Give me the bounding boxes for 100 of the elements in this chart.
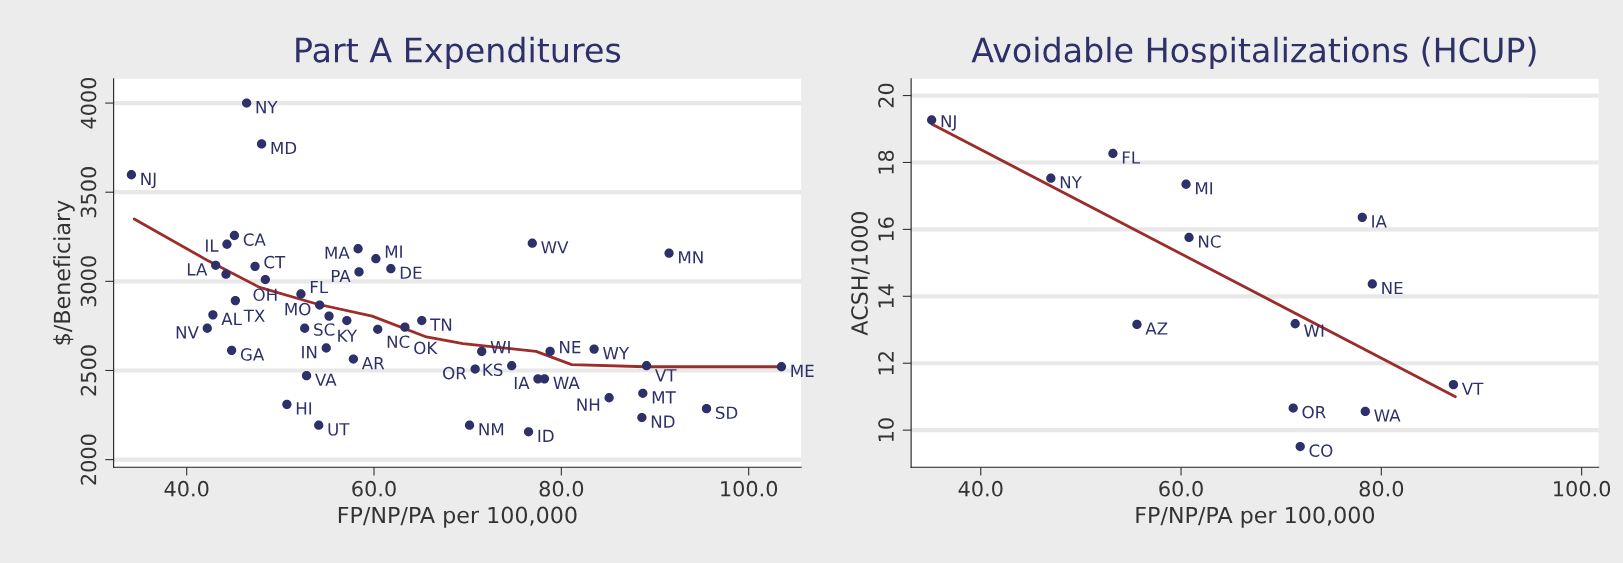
chart-title: Avoidable Hospitalizations (HCUP) bbox=[971, 36, 1536, 70]
point bbox=[241, 98, 252, 108]
data-label: LA bbox=[187, 263, 208, 276]
point bbox=[701, 403, 712, 414]
point bbox=[260, 274, 271, 285]
point bbox=[1367, 279, 1377, 289]
data-label: NC bbox=[387, 335, 410, 349]
data-label: OR bbox=[443, 366, 467, 380]
data-label: FL bbox=[310, 280, 329, 294]
point bbox=[230, 295, 241, 306]
data-label: WV bbox=[541, 241, 569, 254]
point bbox=[589, 344, 599, 354]
y-tick-label: 20 bbox=[878, 83, 894, 108]
point bbox=[282, 399, 292, 410]
point bbox=[1288, 403, 1298, 413]
point bbox=[470, 364, 480, 374]
point bbox=[464, 420, 475, 430]
data-label: WY bbox=[603, 347, 630, 360]
data-label: WA bbox=[553, 376, 580, 390]
data-label: VA bbox=[315, 373, 337, 386]
y-tick-label: 10 bbox=[878, 418, 894, 442]
point bbox=[604, 393, 614, 403]
point bbox=[250, 261, 260, 272]
x-tick-label: 100.0 bbox=[721, 480, 778, 497]
data-label: MN bbox=[679, 251, 703, 264]
y-tick-label: 12 bbox=[878, 352, 894, 375]
point bbox=[126, 170, 137, 180]
data-label: NE bbox=[1382, 281, 1403, 295]
data-label: IA bbox=[514, 376, 530, 390]
data-label: MI bbox=[385, 245, 402, 258]
chart-title: Part A Expenditures bbox=[296, 36, 621, 70]
data-label: MI bbox=[1196, 182, 1213, 195]
point bbox=[256, 139, 267, 149]
x-axis-title: FP/NP/PA per 100,000 bbox=[338, 506, 577, 528]
data-label: TN bbox=[430, 318, 452, 331]
point bbox=[301, 371, 312, 381]
y-tick-label: 2500 bbox=[80, 345, 97, 396]
point bbox=[314, 420, 324, 430]
data-label: UT bbox=[328, 423, 350, 436]
point bbox=[342, 315, 352, 326]
data-label: CA bbox=[243, 233, 266, 246]
point bbox=[226, 345, 237, 355]
y-axis-title: ACSH/1000 bbox=[851, 211, 870, 336]
x-tick-label: 40.0 bbox=[958, 480, 1003, 497]
data-label: GA bbox=[240, 348, 265, 361]
point bbox=[641, 361, 652, 371]
point bbox=[386, 264, 396, 274]
data-label: SC bbox=[314, 323, 335, 336]
x-axis-title: FP/NP/PA per 100,000 bbox=[1136, 506, 1375, 528]
point bbox=[477, 346, 487, 357]
data-label: OR bbox=[1302, 405, 1326, 419]
point bbox=[637, 412, 647, 423]
data-label: MT bbox=[652, 391, 676, 404]
data-label: VT bbox=[1461, 382, 1484, 395]
point bbox=[300, 323, 310, 333]
point bbox=[371, 254, 381, 264]
point bbox=[638, 388, 648, 398]
data-label: NC bbox=[1199, 235, 1221, 248]
x-tick-label: 60.0 bbox=[352, 480, 396, 497]
data-label: ND bbox=[651, 415, 675, 428]
data-label: IA bbox=[1372, 215, 1387, 228]
data-label: MO bbox=[285, 302, 311, 316]
point bbox=[507, 361, 517, 371]
point bbox=[664, 248, 674, 258]
x-tick-label: 60.0 bbox=[1159, 480, 1203, 497]
point bbox=[315, 300, 325, 310]
data-label: OH bbox=[253, 288, 277, 302]
point bbox=[1046, 173, 1056, 183]
data-label: NV bbox=[176, 326, 199, 339]
point bbox=[927, 115, 937, 125]
point bbox=[211, 260, 221, 270]
point bbox=[1357, 212, 1367, 222]
point bbox=[1108, 148, 1118, 159]
point bbox=[417, 315, 427, 326]
point bbox=[1295, 441, 1305, 452]
point bbox=[222, 239, 232, 249]
x-tick-label: 40.0 bbox=[164, 480, 209, 497]
point bbox=[353, 244, 363, 254]
data-label: CO bbox=[1309, 444, 1333, 457]
data-label: PA bbox=[331, 269, 351, 283]
data-label: IL bbox=[206, 239, 219, 252]
data-label: KS bbox=[483, 363, 503, 377]
x-tick-label: 100.0 bbox=[1554, 480, 1611, 497]
x-tick-label: 80.0 bbox=[1359, 480, 1404, 497]
point bbox=[324, 311, 334, 321]
y-tick-label: 18 bbox=[878, 150, 894, 174]
point bbox=[1132, 319, 1142, 330]
point bbox=[373, 324, 383, 334]
data-label: NJ bbox=[941, 115, 956, 131]
data-label: WI bbox=[1304, 324, 1324, 337]
data-label: FL bbox=[1122, 151, 1141, 164]
y-tick-label: 3000 bbox=[80, 256, 97, 307]
data-label: CT bbox=[264, 255, 286, 269]
point bbox=[348, 354, 359, 364]
data-label: OK bbox=[414, 341, 438, 355]
point bbox=[354, 267, 364, 277]
point bbox=[321, 343, 331, 353]
y-tick-label: 14 bbox=[878, 284, 894, 308]
data-label: AZ bbox=[1145, 322, 1168, 335]
y-tick-label: 4000 bbox=[80, 77, 97, 129]
